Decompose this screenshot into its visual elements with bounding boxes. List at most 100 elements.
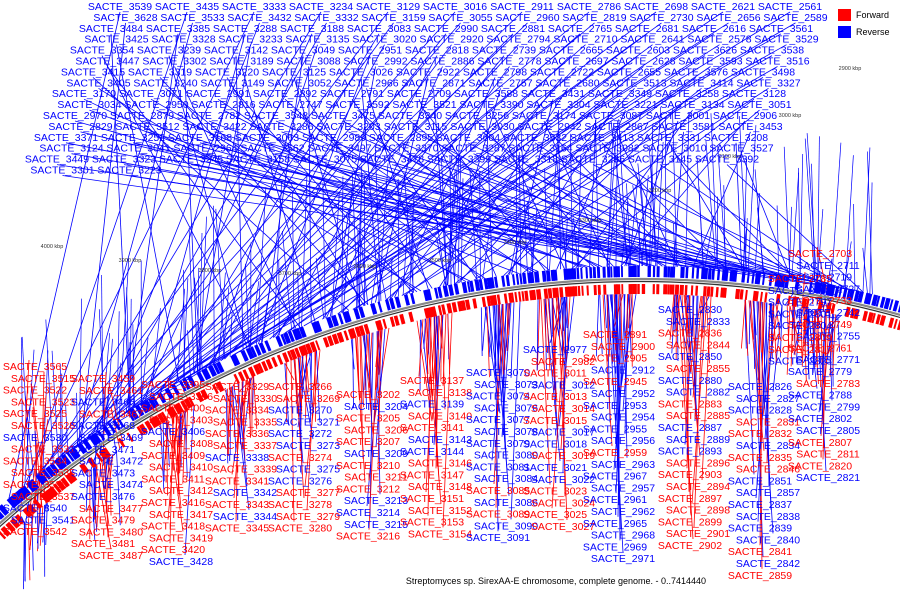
gene-label: SACTE_3335 (213, 416, 277, 428)
leader-line (620, 294, 623, 359)
gene-label: SACTE_2719 (788, 272, 852, 284)
leader-line (811, 163, 816, 282)
leader-line (140, 33, 313, 404)
gene-label: SACTE_3188 (280, 23, 344, 35)
kbp-tick-label: 3900 kbp (119, 258, 142, 264)
gene-label: SACTE_3270 (268, 405, 332, 417)
gene-label: SACTE_3001 (646, 110, 710, 122)
gene-label: SACTE_3476 (71, 491, 135, 503)
reverse-gene-block (857, 291, 864, 303)
leader-line (816, 246, 833, 314)
leader-line (364, 333, 369, 391)
forward-gene-block (393, 315, 400, 326)
gene-label: SACTE_2897 (658, 493, 722, 505)
reverse-gene-block (696, 267, 700, 279)
leader-line (364, 334, 367, 410)
leader-line (775, 303, 781, 336)
gene-label: SACTE_3461 (79, 385, 143, 397)
leader-line (352, 338, 354, 409)
gene-label: SACTE_3124 (39, 143, 103, 155)
leader-line (447, 313, 451, 375)
gene-label: SACTE_2621 (691, 1, 755, 13)
gene-label: SACTE_3208 (704, 132, 768, 144)
gene-label: SACTE_2967 (583, 471, 647, 483)
gene-label: SACTE_2785 (768, 273, 832, 285)
leader-line (306, 351, 317, 510)
gene-label: SACTE_3410 (149, 462, 213, 474)
gene-label: SACTE_2782 (177, 110, 241, 122)
gene-label: SACTE_2809 (768, 332, 832, 344)
leader-line (309, 353, 313, 407)
gene-label: SACTE_3144 (400, 446, 464, 458)
leader-line (231, 386, 234, 425)
leader-line (698, 186, 704, 269)
forward-gene-block (152, 415, 162, 427)
gene-label: SACTE_2899 (658, 516, 722, 528)
forward-gene-block (586, 285, 589, 296)
gene-label: SACTE_3340 (378, 110, 442, 122)
reverse-gene-block (164, 387, 174, 400)
gene-label: SACTE_3149 (200, 77, 264, 89)
leader-line (536, 299, 539, 371)
gene-label: SACTE_3063 (235, 132, 299, 144)
leader-line (339, 153, 769, 275)
leader-line (676, 294, 681, 331)
forward-gene-block (881, 315, 887, 326)
leader-line (140, 337, 149, 404)
leader-line (745, 299, 749, 356)
forward-gene-block (98, 449, 108, 461)
gene-label: SACTE_3342 (213, 487, 277, 499)
gene-label: SACTE_3074 (466, 391, 530, 403)
leader-line (297, 273, 300, 328)
forward-gene-block (68, 471, 78, 482)
leader-line (376, 330, 381, 388)
forward-gene-block (472, 298, 478, 309)
leader-line (862, 247, 868, 293)
leader-line (460, 178, 464, 283)
gene-label: SACTE_2887 (658, 422, 722, 434)
kbp-tick-label: 3700 kbp (279, 271, 302, 277)
leader-line (606, 294, 611, 357)
forward-gene-block (343, 330, 349, 341)
forward-gene-block (294, 347, 301, 359)
leader-line (427, 317, 432, 516)
gene-label: SACTE_3400 (141, 403, 205, 415)
leader-line (292, 192, 295, 330)
reverse-gene-block (853, 290, 860, 302)
leader-line (425, 316, 436, 493)
gene-label: SACTE_2891 (583, 329, 647, 341)
leader-line (530, 207, 538, 273)
gene-label: SACTE_3286 (249, 121, 313, 133)
leader-line (308, 66, 312, 324)
leader-line (509, 226, 520, 275)
forward-gene-block (801, 297, 808, 309)
reverse-gene-block (171, 384, 181, 396)
gene-label: SACTE_3221 (593, 99, 657, 111)
leader-line (743, 158, 748, 272)
leader-line (800, 307, 803, 358)
leader-line (825, 315, 842, 330)
gene-label: SACTE_3479 (71, 515, 135, 527)
gene-label: SACTE_3024 (531, 497, 595, 509)
leader-line (705, 141, 717, 269)
forward-gene-block (559, 287, 564, 298)
leader-line (273, 182, 282, 338)
forward-gene-block (378, 319, 384, 331)
leader-line (867, 151, 873, 295)
leader-line (485, 99, 493, 278)
leader-line (522, 98, 755, 274)
gene-label: SACTE_2788 (788, 390, 852, 402)
gene-label: SACTE_3399 (427, 154, 491, 166)
gene-label: SACTE_3081 (466, 461, 530, 473)
forward-gene-block (460, 300, 467, 311)
leader-line (131, 364, 136, 408)
gene-label: SACTE_3414 (669, 77, 733, 89)
forward-gene-block (573, 286, 578, 297)
reverse-gene-block (370, 302, 378, 315)
leader-line (104, 458, 108, 490)
leader-line (21, 523, 32, 526)
reverse-gene-block (691, 267, 695, 279)
forward-gene-block (166, 407, 175, 419)
gene-label: SACTE_3512 (115, 121, 179, 133)
gene-label: SACTE_3276 (268, 475, 332, 487)
